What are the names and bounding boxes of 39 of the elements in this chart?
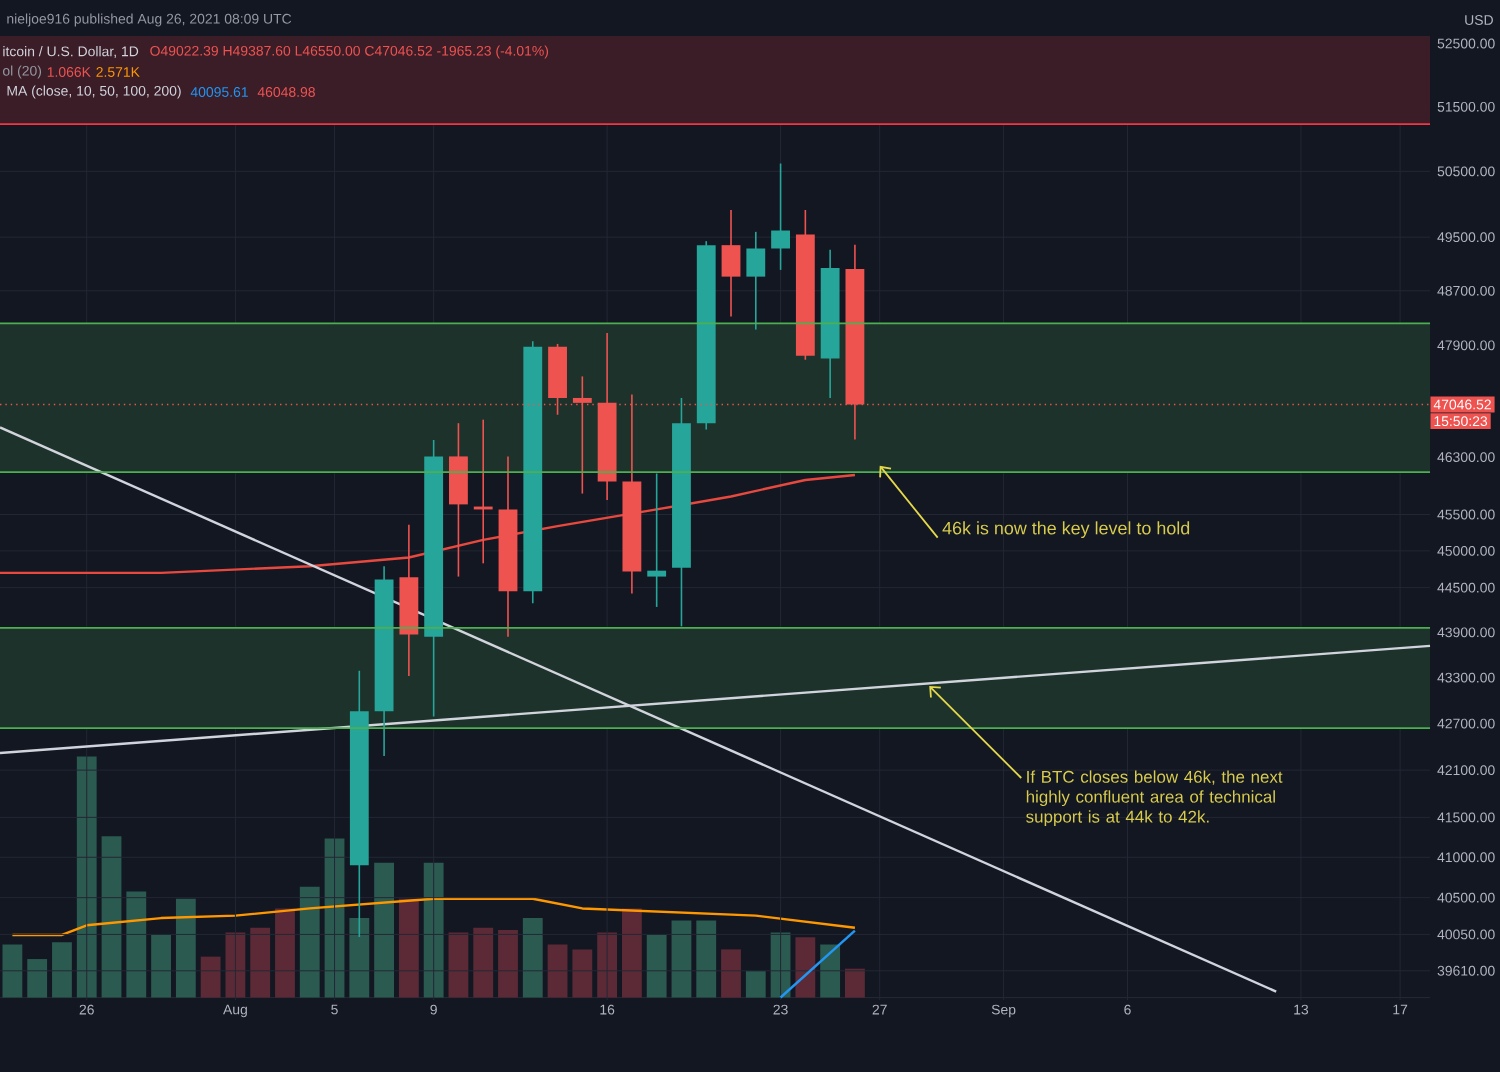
- bar: [398, 898, 419, 998]
- bar: [721, 949, 741, 998]
- bar: [473, 927, 494, 998]
- bar: [696, 920, 717, 998]
- bar: [52, 942, 72, 998]
- bar: [76, 756, 97, 998]
- candlestick: [771, 162, 790, 271]
- bar: [671, 920, 692, 998]
- bar: [175, 898, 196, 998]
- bar: [547, 944, 568, 998]
- bar: [745, 971, 766, 998]
- bar: [646, 934, 667, 998]
- bar: [572, 949, 593, 998]
- line-series: [0, 473, 857, 575]
- candlestick: [647, 472, 667, 608]
- candlestick: [449, 422, 468, 578]
- bar: [522, 918, 543, 998]
- bar: [275, 908, 295, 998]
- annotation: 46k is now the key level to hold: [942, 521, 1190, 539]
- bar: [423, 862, 444, 998]
- bar: [498, 930, 518, 998]
- bar: [126, 891, 147, 998]
- bar: [27, 959, 48, 998]
- bar: [795, 937, 816, 998]
- bar: [349, 918, 370, 998]
- candlestick: [721, 209, 741, 318]
- bar: [2, 944, 23, 998]
- bar: [845, 968, 865, 998]
- bar: [299, 886, 320, 998]
- bar: [820, 944, 841, 998]
- bar: [200, 956, 221, 998]
- bar: [448, 932, 469, 998]
- candlestick: [746, 231, 766, 331]
- bar: [374, 862, 395, 998]
- bar: [621, 908, 642, 998]
- bar: [101, 836, 122, 998]
- annotation: If BTC closes below 46k, the next highly confluent area of technical support is at 44k to 42k.: [1026, 770, 1283, 827]
- bar: [250, 927, 271, 998]
- bar: [151, 934, 171, 998]
